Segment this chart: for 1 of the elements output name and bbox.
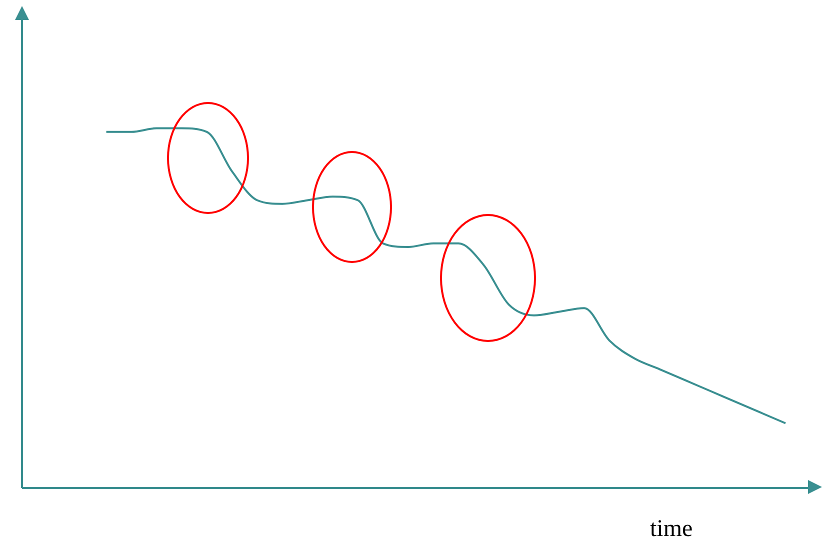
x-axis-title: time bbox=[650, 516, 693, 543]
